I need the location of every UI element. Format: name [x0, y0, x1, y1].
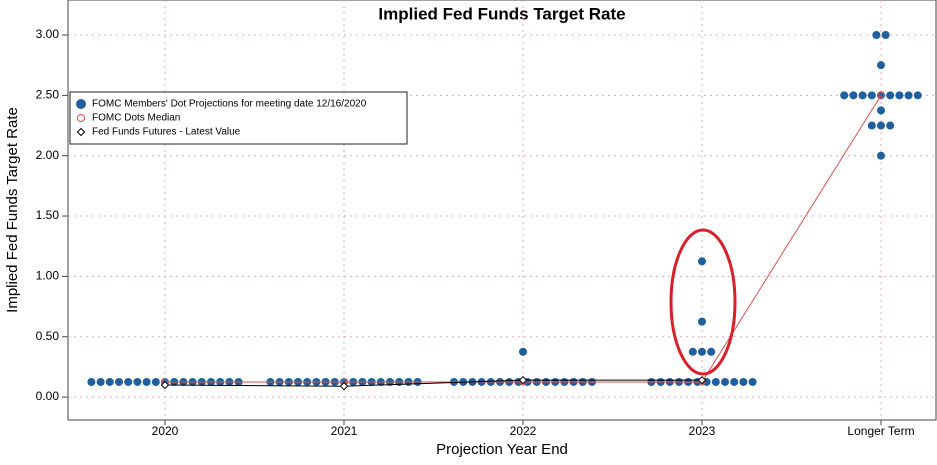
- futures-marker: [697, 375, 707, 385]
- dot: [858, 91, 867, 100]
- dot: [895, 91, 904, 100]
- legend-label: FOMC Members' Dot Projections for meetin…: [92, 99, 367, 110]
- dot: [688, 347, 697, 356]
- legend-label: FOMC Dots Median: [92, 113, 180, 124]
- dot: [721, 377, 729, 386]
- futures-marker: [339, 381, 349, 391]
- dot: [849, 91, 858, 100]
- dot: [87, 377, 96, 386]
- dot: [867, 91, 876, 100]
- dot: [913, 91, 922, 100]
- dot: [519, 347, 527, 356]
- futures-marker: [518, 375, 528, 385]
- plot-layer: 0.00 0.50 1.00 1.50 2.00 2.50 3.00 2020 2021 2022…: [36, 0, 936, 438]
- dot: [872, 31, 881, 39]
- legend-symbol: [77, 114, 85, 122]
- x-tick-label: 2023: [689, 424, 716, 438]
- y-tick-label: 2.00: [36, 148, 60, 162]
- dot: [133, 377, 142, 386]
- y-axis-label: Implied Fed Funds Target Rate: [4, 107, 21, 313]
- dot: [886, 91, 895, 100]
- dot: [730, 377, 739, 386]
- legend-symbol: [76, 99, 86, 109]
- y-tick-label: 0.50: [36, 329, 60, 343]
- legend-box: [69, 91, 408, 145]
- futures-marker: [160, 380, 170, 390]
- dot: [877, 61, 885, 70]
- legend-symbol: [76, 127, 86, 137]
- futures-line: [164, 379, 702, 387]
- dot: [105, 377, 114, 386]
- x-tick-label: 2020: [152, 424, 179, 438]
- dot: [711, 377, 720, 386]
- y-tick-label: 3.00: [36, 27, 60, 41]
- dot: [96, 377, 105, 386]
- dot: [748, 377, 757, 386]
- legend-label: Fed Funds Futures - Latest Value: [92, 127, 241, 138]
- dot: [867, 121, 876, 130]
- dot: [877, 106, 885, 115]
- dot: [698, 317, 706, 326]
- dot: [877, 121, 885, 130]
- x-tick-label: 2021: [331, 424, 358, 438]
- dot: [698, 257, 706, 266]
- dot: [115, 377, 123, 386]
- dot: [151, 377, 160, 386]
- x-axis-label: Projection Year End: [436, 441, 568, 458]
- chart-title: Implied Fed Funds Target Rate: [378, 4, 625, 23]
- x-tick-label: 2022: [510, 424, 537, 438]
- dot: [881, 31, 890, 39]
- dot: [707, 347, 716, 356]
- highlight-ellipse: [669, 228, 737, 376]
- dot: [124, 377, 133, 386]
- dot: [142, 377, 151, 386]
- dot: [904, 91, 913, 100]
- y-tick-label: 0.00: [36, 389, 60, 403]
- dot: [886, 121, 895, 130]
- dot: [840, 91, 849, 100]
- y-tick-label: 1.00: [36, 269, 60, 283]
- x-tick-label: Longer Term: [847, 424, 914, 438]
- dot: [877, 151, 885, 160]
- y-tick-label: 2.50: [36, 88, 60, 102]
- plot-area: [67, 0, 937, 421]
- legend: FOMC Members' Dot Projections for meetin…: [69, 91, 408, 145]
- dot: [698, 347, 706, 356]
- y-tick-label: 1.50: [36, 208, 60, 222]
- dot: [739, 377, 748, 386]
- median-marker: [877, 91, 885, 99]
